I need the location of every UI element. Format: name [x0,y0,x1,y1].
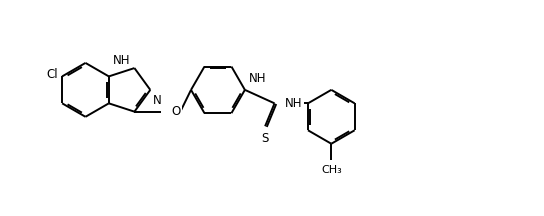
Text: NH: NH [249,72,267,85]
Text: N: N [153,94,162,107]
Text: Cl: Cl [46,68,58,81]
Text: NH: NH [285,97,302,110]
Text: S: S [262,132,269,145]
Text: NH: NH [113,54,131,67]
Text: O: O [171,105,181,118]
Text: CH₃: CH₃ [321,165,342,175]
